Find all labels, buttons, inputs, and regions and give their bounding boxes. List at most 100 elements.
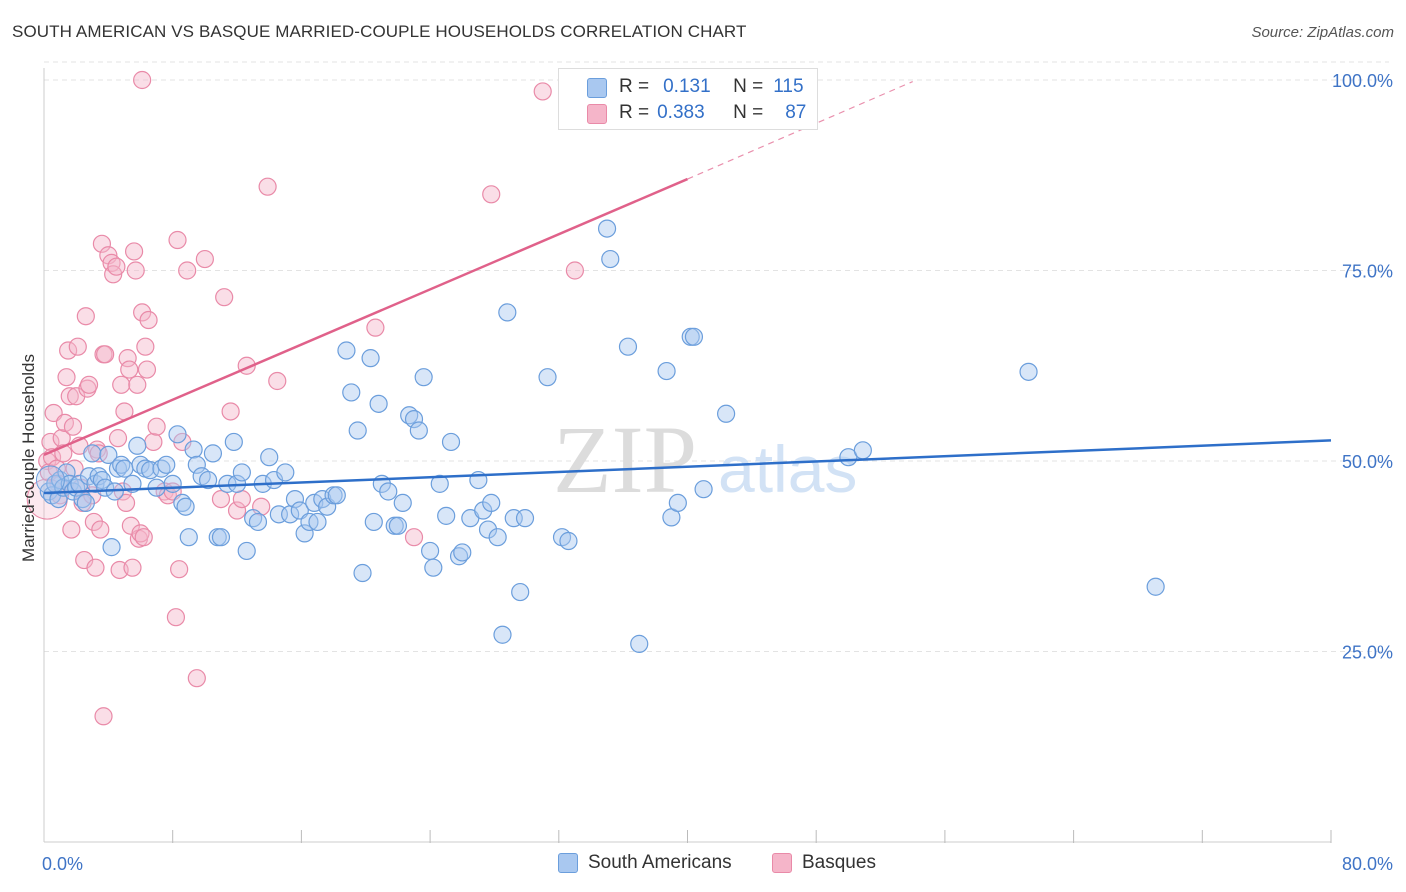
r-label: R = bbox=[619, 102, 650, 123]
basque-point bbox=[108, 429, 128, 448]
basque-point bbox=[166, 608, 186, 627]
basque-point bbox=[91, 520, 110, 539]
south-americans-points bbox=[35, 219, 1165, 653]
south-american-point bbox=[717, 404, 736, 423]
basque-point bbox=[60, 387, 79, 406]
south-american-point bbox=[348, 421, 367, 440]
south-american-point bbox=[369, 394, 388, 413]
legend-label-south-americans: South Americans bbox=[588, 852, 732, 873]
south-american-point bbox=[285, 490, 305, 509]
basque-point bbox=[41, 432, 60, 452]
south-american-point bbox=[187, 455, 206, 474]
south-american-point bbox=[437, 506, 456, 525]
source-label: Source: ZipAtlas.com bbox=[1251, 24, 1394, 41]
stats-swatch-south bbox=[587, 78, 607, 98]
basque-point bbox=[215, 288, 234, 307]
basque-point bbox=[107, 257, 126, 276]
south-american-point bbox=[379, 482, 398, 501]
legend-item-south-americans[interactable]: South Americans bbox=[558, 852, 732, 874]
basque-point bbox=[120, 360, 139, 379]
south-american-point bbox=[424, 558, 443, 577]
legend-item-basques[interactable]: Basques bbox=[772, 852, 876, 874]
basque-point bbox=[79, 375, 99, 394]
south-american-point bbox=[414, 368, 433, 387]
south-american-point bbox=[1019, 362, 1038, 381]
basque-point bbox=[112, 375, 131, 394]
n-value: 87 bbox=[785, 102, 807, 123]
basque-point bbox=[482, 185, 501, 204]
y-axis-label: Married-couple Households bbox=[19, 354, 38, 562]
south-american-point bbox=[218, 474, 237, 493]
south-american-point bbox=[393, 493, 412, 513]
south-american-point bbox=[404, 409, 424, 429]
legend-label-basques: Basques bbox=[802, 852, 876, 873]
south-american-point bbox=[102, 538, 121, 557]
south-american-point bbox=[421, 541, 440, 561]
basque-point bbox=[94, 707, 113, 726]
r-label: R = bbox=[619, 76, 650, 97]
south-american-point bbox=[668, 493, 687, 513]
south-american-point bbox=[99, 445, 118, 465]
basque-point bbox=[63, 417, 83, 436]
basque-point bbox=[168, 230, 187, 250]
south-american-point bbox=[327, 486, 346, 505]
r-value: 0.131 bbox=[663, 76, 711, 97]
south-american-point bbox=[694, 480, 713, 499]
south-american-point bbox=[179, 528, 198, 547]
watermark-atlas: atlas bbox=[718, 432, 857, 506]
south-american-point bbox=[493, 625, 512, 644]
south-american-point bbox=[478, 520, 498, 539]
watermark: ZIP atlas bbox=[553, 406, 857, 513]
south-american-point bbox=[76, 493, 95, 513]
grid-lines bbox=[44, 61, 1389, 652]
south-american-point bbox=[49, 490, 68, 509]
south-american-point bbox=[248, 512, 268, 532]
basque-point bbox=[124, 242, 144, 261]
south-american-point bbox=[453, 543, 472, 562]
south-american-point bbox=[511, 582, 530, 602]
basque-point bbox=[116, 493, 136, 513]
south-american-point bbox=[488, 528, 507, 547]
basque-point bbox=[139, 310, 158, 330]
basque-point bbox=[133, 70, 152, 90]
south-american-point bbox=[482, 493, 501, 513]
legend-swatch-blue bbox=[558, 853, 578, 873]
south-american-point bbox=[176, 497, 195, 516]
south-american-point bbox=[364, 512, 383, 532]
south-american-point bbox=[83, 444, 102, 463]
stats-swatch-basque bbox=[587, 104, 607, 124]
south-american-point bbox=[361, 349, 380, 368]
basque-point bbox=[533, 82, 552, 101]
stats-legend: R = 0.131 N = 115 R = 0.383 N = 87 bbox=[558, 68, 818, 130]
south-american-point bbox=[157, 455, 176, 474]
basque-point bbox=[92, 234, 112, 253]
basque-point bbox=[121, 516, 140, 535]
south-american-point bbox=[128, 436, 147, 455]
south-american-point bbox=[115, 459, 134, 478]
south-american-point bbox=[57, 463, 76, 482]
basque-point bbox=[96, 345, 115, 364]
south-american-point bbox=[388, 516, 408, 535]
basque-point bbox=[126, 261, 145, 280]
basques-trend-extension bbox=[687, 80, 913, 180]
south-american-point bbox=[618, 337, 638, 356]
south-american-point bbox=[211, 528, 231, 547]
y-tick-label: 50.0% bbox=[1342, 452, 1393, 472]
y-tick-label: 75.0% bbox=[1342, 262, 1393, 282]
basque-point bbox=[178, 261, 197, 280]
basque-point bbox=[170, 560, 189, 579]
south-american-point bbox=[684, 327, 704, 346]
y-tick-label: 25.0% bbox=[1342, 643, 1393, 663]
south-american-point bbox=[601, 249, 620, 269]
basque-point bbox=[57, 368, 76, 387]
south-american-point bbox=[203, 444, 223, 463]
south-american-point bbox=[1146, 577, 1165, 596]
basque-point bbox=[565, 261, 584, 280]
south-american-point bbox=[498, 303, 517, 322]
south-american-point bbox=[559, 531, 578, 551]
basque-point bbox=[221, 402, 240, 421]
n-label: N = bbox=[733, 102, 764, 123]
south-american-point bbox=[337, 341, 356, 360]
basque-point bbox=[68, 337, 87, 356]
